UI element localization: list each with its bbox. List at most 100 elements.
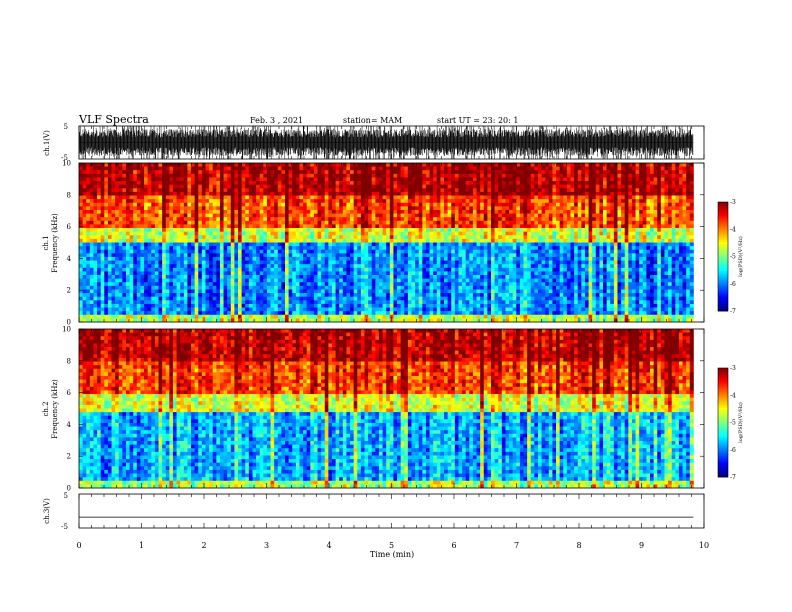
spectrogram-cell bbox=[360, 177, 365, 182]
spectrogram-cell bbox=[107, 235, 112, 240]
spectrogram-cell bbox=[624, 195, 629, 200]
spectrogram-cell bbox=[353, 264, 358, 269]
spectrogram-cell bbox=[451, 220, 456, 225]
spectrogram-cell bbox=[172, 224, 177, 229]
spectrogram-cell bbox=[172, 264, 177, 269]
spectrogram-cell bbox=[299, 224, 304, 229]
spectrogram-cell bbox=[433, 238, 438, 243]
spectrogram-cell bbox=[577, 217, 582, 222]
spectrogram-cell bbox=[617, 256, 622, 261]
spectrogram-cell bbox=[310, 224, 315, 229]
spectrogram-cell bbox=[545, 238, 550, 243]
spectrogram-cell bbox=[82, 238, 87, 243]
spectrogram-cell bbox=[664, 209, 669, 214]
spectrogram-cell bbox=[321, 181, 326, 186]
spectrogram-cell bbox=[429, 170, 434, 175]
spectrogram-cell bbox=[162, 177, 167, 182]
spectrogram-cell bbox=[400, 217, 405, 222]
spectrogram-cell bbox=[198, 267, 203, 272]
spectrogram-cell bbox=[82, 231, 87, 236]
spectrogram-cell bbox=[566, 217, 571, 222]
spectrogram-cell bbox=[133, 173, 138, 178]
spectrogram-cell bbox=[483, 235, 488, 240]
spectrogram-cell bbox=[668, 177, 673, 182]
spectrogram-cell bbox=[292, 264, 297, 269]
spectrogram-cell bbox=[451, 202, 456, 207]
spectrogram-cell bbox=[270, 228, 275, 233]
spectrogram-cell bbox=[595, 256, 600, 261]
spectrogram-cell bbox=[476, 184, 481, 189]
spectrogram-cell bbox=[234, 253, 239, 258]
spectrogram-cell bbox=[487, 213, 492, 218]
spectrogram-cell bbox=[415, 177, 420, 182]
spectrogram-cell bbox=[378, 163, 383, 168]
spectrogram-cell bbox=[613, 260, 618, 265]
spectrogram-cell bbox=[581, 242, 586, 247]
spectrogram-cell bbox=[433, 181, 438, 186]
spectrogram-cell bbox=[122, 217, 127, 222]
spectrogram-cell bbox=[241, 267, 246, 272]
spectrogram-cell bbox=[668, 170, 673, 175]
spectrogram-cell bbox=[393, 188, 398, 193]
spectrogram-cell bbox=[566, 231, 571, 236]
spectrogram-cell bbox=[610, 177, 615, 182]
spectrogram-cell bbox=[678, 166, 683, 171]
spectrogram-cell bbox=[653, 238, 658, 243]
spectrogram-cell bbox=[317, 188, 322, 193]
spectrogram-cell bbox=[548, 195, 553, 200]
spectrogram-cell bbox=[263, 173, 268, 178]
spectrogram-cell bbox=[93, 173, 98, 178]
spectrogram-cell bbox=[462, 173, 467, 178]
spectrogram-cell bbox=[234, 184, 239, 189]
spectrogram-cell bbox=[584, 242, 589, 247]
spectrogram-cell bbox=[93, 249, 98, 254]
spectrogram-cell bbox=[303, 238, 308, 243]
spectrogram-cell bbox=[248, 264, 253, 269]
spectrogram-cell bbox=[154, 246, 159, 251]
spectrogram-cell bbox=[169, 242, 174, 247]
spectrogram-cell bbox=[581, 202, 586, 207]
spectrogram-cell bbox=[194, 209, 199, 214]
spectrogram-cell bbox=[631, 173, 636, 178]
spectrogram-cell bbox=[603, 260, 608, 265]
spectrogram-cell bbox=[501, 202, 506, 207]
spectrogram-cell bbox=[133, 206, 138, 211]
spectrogram-cell bbox=[212, 170, 217, 175]
spectrogram-cell bbox=[216, 238, 221, 243]
spectrogram-cell bbox=[548, 242, 553, 247]
spectrogram-cell bbox=[111, 195, 116, 200]
spectrogram-cell bbox=[566, 235, 571, 240]
spectrogram-cell bbox=[675, 235, 680, 240]
spectrogram-cell bbox=[642, 202, 647, 207]
spectrogram-cell bbox=[306, 206, 311, 211]
spectrogram-cell bbox=[603, 177, 608, 182]
spectrogram-cell bbox=[472, 188, 477, 193]
spectrogram-cell bbox=[256, 238, 261, 243]
spectrogram-cell bbox=[425, 264, 430, 269]
spectrogram-cell bbox=[628, 170, 633, 175]
spectrogram-cell bbox=[277, 217, 282, 222]
spectrogram-cell bbox=[79, 213, 84, 218]
spectrogram-cell bbox=[440, 188, 445, 193]
spectrogram-cell bbox=[436, 202, 441, 207]
spectrogram-cell bbox=[317, 224, 322, 229]
spectrogram-cell bbox=[440, 246, 445, 251]
spectrogram-cell bbox=[328, 195, 333, 200]
spectrogram-cell bbox=[335, 256, 340, 261]
spectrogram-cell bbox=[180, 231, 185, 236]
spectrogram-cell bbox=[212, 253, 217, 258]
spectrogram-cell bbox=[617, 246, 622, 251]
spectrogram-cell bbox=[205, 231, 210, 236]
spectrogram-cell bbox=[556, 209, 561, 214]
spectrogram-cell bbox=[371, 253, 376, 258]
spectrogram-cell bbox=[180, 260, 185, 265]
spectrogram-cell bbox=[603, 231, 608, 236]
spectrogram-cell bbox=[310, 163, 315, 168]
spectrogram-cell bbox=[227, 177, 232, 182]
spectrogram-cell bbox=[494, 246, 499, 251]
spectrogram-cell bbox=[512, 199, 517, 204]
spectrogram-cell bbox=[397, 256, 402, 261]
spectrogram-cell bbox=[577, 181, 582, 186]
spectrogram-cell bbox=[259, 177, 264, 182]
spectrogram-cell bbox=[498, 217, 503, 222]
